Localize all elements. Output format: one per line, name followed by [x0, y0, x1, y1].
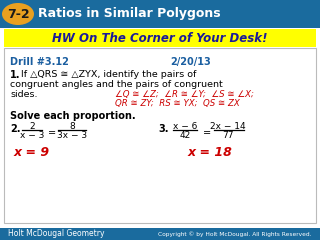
Text: 2.: 2.: [10, 124, 20, 134]
Text: ∠Q ≅ ∠Z;  ∠R ≅ ∠Y;  ∠S ≅ ∠X;: ∠Q ≅ ∠Z; ∠R ≅ ∠Y; ∠S ≅ ∠X;: [115, 90, 254, 99]
Text: 3x − 3: 3x − 3: [57, 131, 87, 140]
Text: Copyright © by Holt McDougal. All Rights Reserved.: Copyright © by Holt McDougal. All Rights…: [158, 231, 312, 237]
Bar: [4, 48, 316, 223]
Text: x = 18: x = 18: [188, 146, 232, 159]
Text: x − 6: x − 6: [173, 122, 197, 131]
Bar: [0, 0, 320, 28]
Bar: [4, 29, 316, 47]
Text: sides.: sides.: [10, 90, 37, 99]
Ellipse shape: [2, 3, 34, 25]
Text: Drill #3.12: Drill #3.12: [10, 57, 69, 67]
Text: 8: 8: [69, 122, 75, 131]
Text: 3.: 3.: [158, 124, 169, 134]
Text: If △QRS ≅ △ZYX, identify the pairs of: If △QRS ≅ △ZYX, identify the pairs of: [18, 70, 196, 79]
Text: 7-2: 7-2: [7, 7, 29, 20]
Text: 2/20/13: 2/20/13: [170, 57, 211, 67]
Text: =: =: [48, 128, 56, 138]
Text: 77: 77: [222, 131, 234, 140]
Text: QR ≅ ZY;  RS ≅ YX;  QS ≅ ZX: QR ≅ ZY; RS ≅ YX; QS ≅ ZX: [115, 99, 240, 108]
Text: congruent angles and the pairs of congruent: congruent angles and the pairs of congru…: [10, 80, 223, 89]
Text: x − 3: x − 3: [20, 131, 44, 140]
Text: Holt McDougal Geometry: Holt McDougal Geometry: [8, 229, 105, 239]
Text: 2x − 14: 2x − 14: [210, 122, 246, 131]
Text: =: =: [203, 128, 211, 138]
Text: 42: 42: [180, 131, 191, 140]
Text: x = 9: x = 9: [14, 146, 50, 159]
Text: Ratios in Similar Polygons: Ratios in Similar Polygons: [38, 7, 220, 20]
Bar: [0, 228, 320, 240]
Text: 2: 2: [29, 122, 35, 131]
Text: HW On The Corner of Your Desk!: HW On The Corner of Your Desk!: [52, 31, 268, 44]
Text: 1.: 1.: [10, 70, 20, 80]
Text: Solve each proportion.: Solve each proportion.: [10, 111, 136, 121]
